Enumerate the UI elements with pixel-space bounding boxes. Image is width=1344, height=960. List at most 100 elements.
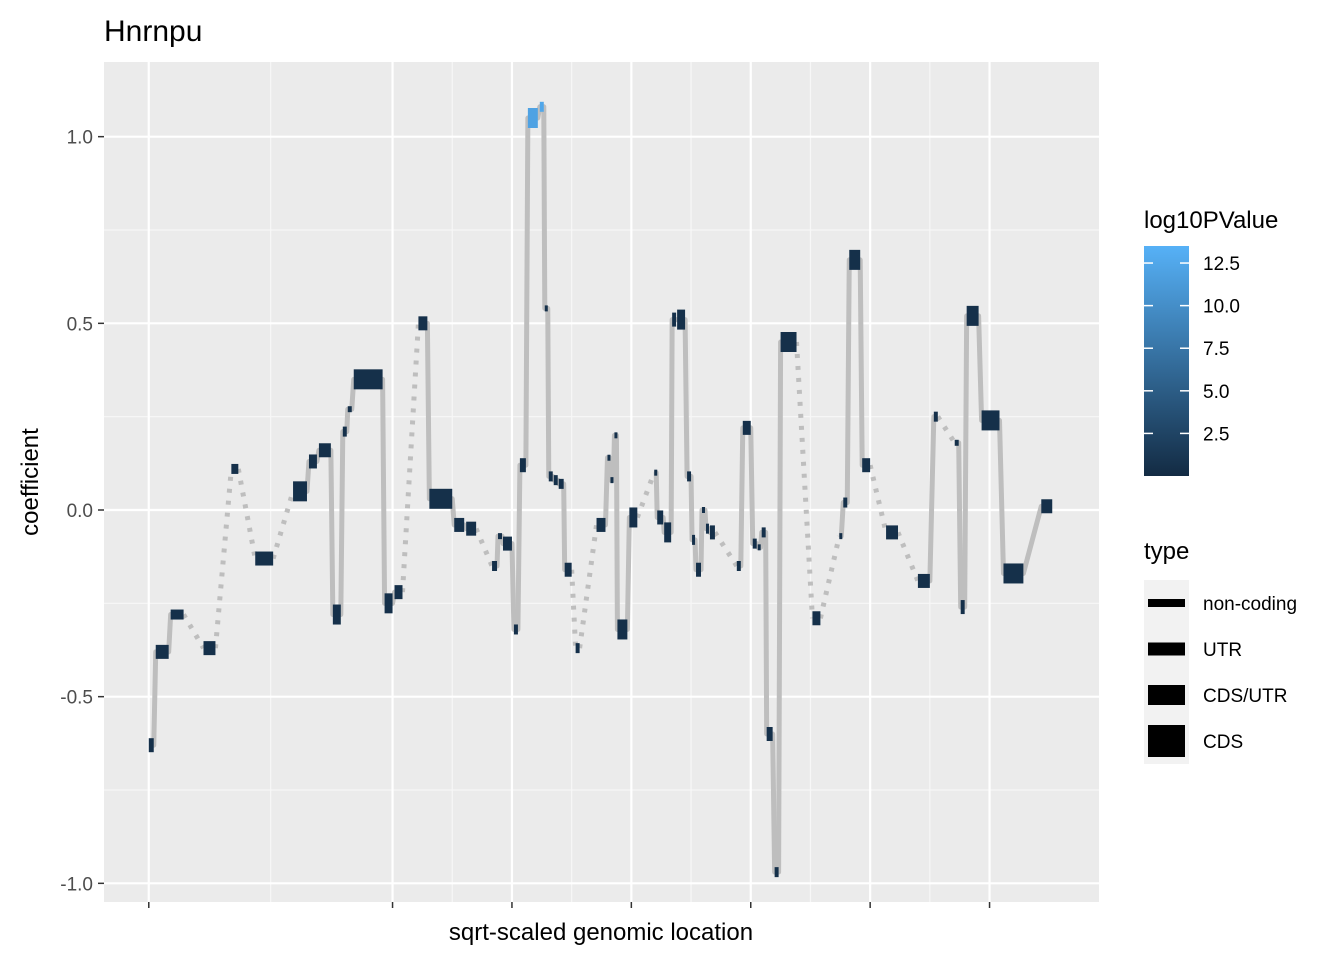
exon-connector bbox=[668, 317, 675, 535]
segment-bar bbox=[1041, 499, 1053, 514]
legend-type: type non-coding UTR CDS/UTR CDS bbox=[1144, 538, 1297, 764]
colorbar-ticks: 12.5 10.0 7.5 5.0 2.5 bbox=[1144, 254, 1240, 445]
segment-bar bbox=[736, 561, 741, 571]
segment-bar bbox=[558, 478, 564, 489]
type-legend-key bbox=[1148, 725, 1185, 757]
segment-bar bbox=[839, 533, 843, 540]
exon-connector bbox=[380, 376, 388, 606]
segment-bar bbox=[761, 527, 766, 538]
colorbar bbox=[1144, 246, 1189, 476]
exon-connector bbox=[748, 425, 756, 547]
segment-bar bbox=[429, 488, 453, 509]
exon-connector bbox=[653, 470, 660, 520]
colorbar-tick-label: 5.0 bbox=[1203, 382, 1229, 403]
y-axis: 1.0 0.5 0.0 -0.5 -1.0 bbox=[60, 128, 104, 895]
exon-connector bbox=[624, 514, 632, 632]
segment-bar bbox=[353, 369, 383, 390]
exon-connector bbox=[606, 455, 613, 483]
segment-bar bbox=[917, 573, 930, 588]
segment-bar bbox=[849, 249, 861, 270]
legend-type-title: type bbox=[1144, 538, 1189, 565]
segment-bar bbox=[933, 411, 938, 422]
exon-connector bbox=[390, 589, 398, 606]
segment-bar bbox=[519, 458, 526, 473]
type-legend-label: UTR bbox=[1203, 640, 1242, 661]
type-legend-keys: non-coding UTR CDS/UTR CDS bbox=[1144, 580, 1297, 764]
exon-connector bbox=[515, 462, 523, 632]
intron-connector bbox=[895, 531, 921, 582]
segment-bar bbox=[705, 523, 709, 534]
intron-connector bbox=[794, 341, 815, 619]
y-tick-label: 0.0 bbox=[67, 501, 93, 522]
exon-connector bbox=[550, 473, 557, 483]
chart-title: Hnrnpu bbox=[104, 15, 202, 48]
segment-bar bbox=[170, 609, 184, 620]
y-tick-label: 0.5 bbox=[67, 314, 93, 335]
segment-bar bbox=[332, 604, 341, 625]
segment-bar bbox=[862, 458, 871, 473]
legend-color: log10PValue 12.5 10.0 7.5 5.0 2.5 bbox=[1144, 207, 1278, 476]
segment-bar bbox=[342, 426, 347, 437]
segment-bar bbox=[614, 432, 618, 439]
segment-bar bbox=[677, 309, 686, 330]
type-legend-key bbox=[1148, 685, 1185, 705]
segment-bar bbox=[394, 585, 403, 600]
exon-connector bbox=[602, 455, 610, 528]
exon-connector bbox=[449, 496, 457, 528]
segment-bar bbox=[657, 510, 664, 525]
type-legend-label: CDS bbox=[1203, 732, 1243, 753]
segment-bar bbox=[148, 738, 154, 753]
y-tick-label: 1.0 bbox=[67, 128, 93, 149]
segment-bar bbox=[766, 727, 773, 741]
segment-bar bbox=[308, 454, 317, 469]
type-legend-key bbox=[1148, 642, 1185, 656]
exon-connector bbox=[1020, 503, 1044, 576]
segment-bar bbox=[539, 101, 544, 112]
segment-bar bbox=[498, 533, 502, 540]
type-legend-label: non-coding bbox=[1203, 594, 1297, 615]
x-axis bbox=[148, 902, 991, 908]
segment-bar bbox=[774, 867, 779, 878]
type-legend-key bbox=[1148, 599, 1185, 607]
segment-bar bbox=[318, 443, 331, 458]
exon-connector bbox=[166, 612, 174, 655]
segment-bar bbox=[575, 643, 580, 654]
exon-connector bbox=[738, 425, 746, 569]
segment-bar bbox=[672, 312, 677, 327]
segment-bar bbox=[687, 471, 692, 482]
exon-connector bbox=[706, 526, 713, 535]
segment-bar bbox=[596, 517, 606, 532]
exon-connector bbox=[976, 313, 985, 423]
exon-connector bbox=[956, 440, 964, 610]
segment-bar bbox=[701, 507, 705, 513]
intron-connector bbox=[569, 569, 579, 649]
y-tick-label: -1.0 bbox=[60, 874, 93, 895]
segment-bar bbox=[812, 611, 821, 626]
exon-connector bbox=[545, 305, 552, 479]
segment-bar bbox=[231, 463, 239, 474]
plot-panel bbox=[104, 62, 1099, 902]
exon-connector bbox=[494, 533, 501, 569]
exon-connector bbox=[328, 447, 336, 618]
segment-bar bbox=[564, 562, 572, 577]
segment-bar bbox=[654, 469, 658, 476]
segment-bar bbox=[607, 454, 611, 461]
exon-connector bbox=[461, 522, 469, 532]
exon-connector bbox=[344, 406, 351, 435]
type-legend-label: CDS/UTR bbox=[1203, 686, 1287, 707]
y-tick-label: -0.5 bbox=[60, 688, 93, 709]
intron-connector bbox=[634, 471, 657, 519]
segment-bar bbox=[629, 507, 638, 528]
segment-bar bbox=[843, 497, 848, 508]
exon-connector bbox=[702, 507, 709, 532]
segment-bar bbox=[155, 644, 169, 659]
segment-bar bbox=[886, 525, 899, 540]
exon-connector bbox=[509, 541, 517, 632]
y-axis-label: coefficient bbox=[17, 428, 44, 536]
segment-bar bbox=[492, 561, 498, 571]
legend-color-title: log10PValue bbox=[1144, 207, 1278, 234]
grid-minor bbox=[104, 62, 1099, 902]
exon-connector bbox=[338, 429, 346, 618]
exon-connector bbox=[754, 541, 761, 550]
